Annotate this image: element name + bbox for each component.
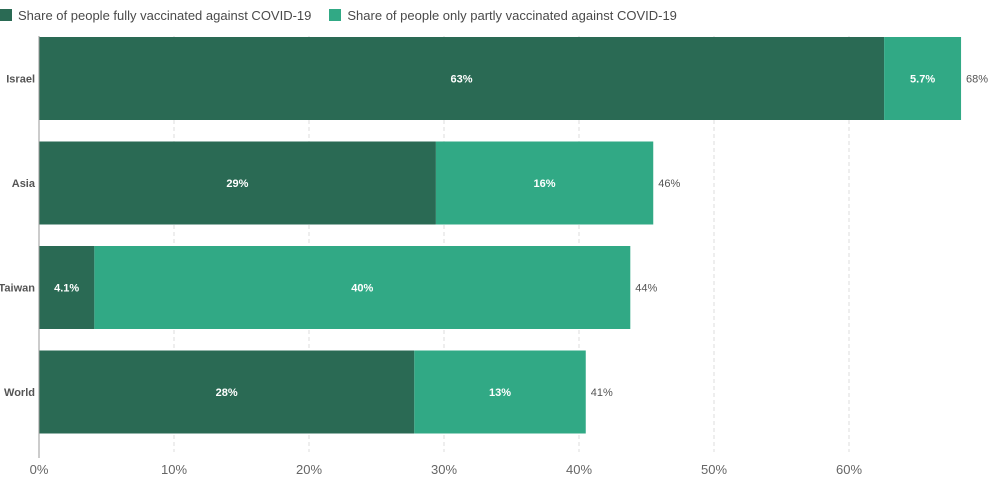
x-tick-label: 60%	[836, 462, 862, 477]
bar-value-label: 40%	[351, 283, 373, 295]
bar-value-label: 28%	[216, 387, 238, 399]
x-tick-label: 10%	[161, 462, 187, 477]
bar-value-label: 29%	[226, 178, 248, 190]
bar-segment[interactable]	[39, 350, 415, 434]
bar-value-label: 13%	[489, 387, 511, 399]
legend-item-partly[interactable]: Share of people only partly vaccinated a…	[329, 8, 677, 23]
bar-value-label: 63%	[451, 74, 473, 86]
category-label: World	[4, 387, 35, 399]
x-tick-label: 20%	[296, 462, 322, 477]
x-tick-label: 40%	[566, 462, 592, 477]
category-label: Asia	[12, 178, 36, 190]
bar-segment[interactable]	[39, 141, 436, 225]
legend-swatch-partly	[329, 9, 342, 21]
x-tick-label: 50%	[701, 462, 727, 477]
legend-label-partly: Share of people only partly vaccinated a…	[347, 7, 677, 23]
bar-value-label: 4.1%	[54, 283, 79, 295]
bar-segment[interactable]	[435, 141, 654, 225]
bar-total-label: 44%	[635, 283, 657, 295]
bar-segment[interactable]	[39, 246, 95, 329]
legend: Share of people fully vaccinated against…	[0, 5, 677, 25]
legend-swatch-fully	[0, 9, 12, 21]
bar-segment[interactable]	[39, 37, 885, 120]
bar-total-label: 46%	[658, 178, 680, 190]
x-tick-label: 0%	[30, 462, 49, 477]
category-label: Israel	[6, 74, 35, 86]
bar-total-label: 41%	[591, 387, 613, 399]
x-tick-label: 30%	[431, 462, 457, 477]
legend-item-fully[interactable]: Share of people fully vaccinated against…	[0, 8, 311, 23]
legend-label-fully: Share of people fully vaccinated against…	[18, 7, 312, 23]
bar-segment[interactable]	[94, 246, 631, 329]
bar-segment[interactable]	[414, 350, 586, 434]
bar-segment[interactable]	[884, 37, 962, 120]
bar-value-label: 16%	[534, 178, 556, 190]
category-label: Taiwan	[0, 283, 35, 295]
bar-value-label: 5.7%	[910, 74, 935, 86]
bar-total-label: 68%	[966, 74, 988, 86]
